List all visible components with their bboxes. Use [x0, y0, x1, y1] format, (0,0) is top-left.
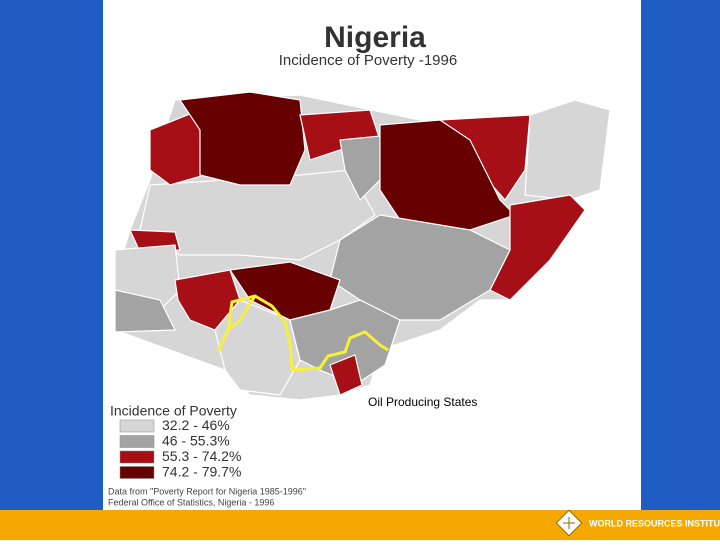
- legend: 32.2 - 46%46 - 55.3%55.3 - 74.2%74.2 - 7…: [119, 417, 241, 480]
- region: [329, 214, 511, 321]
- oil-states-outline: [216, 294, 389, 372]
- footer-bar: [0, 510, 720, 540]
- legend-label: 55.3 - 74.2%: [162, 448, 241, 464]
- legend-label: 74.2 - 79.7%: [162, 464, 241, 480]
- map: [114, 91, 611, 401]
- logo-icon: [555, 509, 583, 537]
- region: [329, 354, 363, 396]
- region: [289, 299, 401, 386]
- legend-swatch: [119, 419, 155, 433]
- legend-label: 46 - 55.3%: [162, 433, 230, 449]
- source-line: Federal Office of Statistics, Nigeria - …: [108, 497, 274, 507]
- region: [114, 289, 176, 333]
- legend-swatch: [119, 466, 155, 479]
- legend-swatch: [119, 450, 155, 464]
- legend-title: Incidence of Poverty: [110, 403, 237, 419]
- subtitle: Incidence of Poverty -1996: [279, 52, 457, 69]
- legend-label: 32.2 - 46%: [162, 417, 230, 433]
- region: [178, 91, 306, 186]
- oil-states-outline: [227, 295, 257, 332]
- source-line: Data from "Poverty Report for Nigeria 19…: [108, 486, 306, 496]
- region: [524, 99, 611, 201]
- annotation: Oil Producing States: [368, 395, 477, 409]
- title: Nigeria: [324, 21, 426, 54]
- logo-text: WORLD RESOURCES INSTITUTE: [589, 518, 720, 528]
- legend-swatch: [119, 435, 155, 448]
